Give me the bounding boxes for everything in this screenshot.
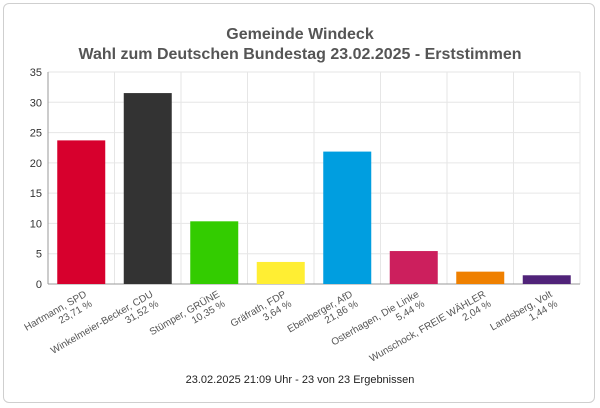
- y-tick-label: 10: [30, 218, 42, 230]
- x-tick-label: Gräfrath, FDP3,64 %: [229, 289, 294, 339]
- bar: [256, 261, 305, 284]
- chart-subtitle: Wahl zum Deutschen Bundestag 23.02.2025 …: [78, 46, 522, 63]
- bar: [323, 151, 372, 284]
- x-tick-label: Stümper, GRÜNE10,35 %: [147, 288, 227, 348]
- chart-footer: 23.02.2025 21:09 Uhr - 23 von 23 Ergebni…: [185, 374, 415, 386]
- bar: [456, 271, 505, 284]
- bar: [190, 221, 239, 284]
- y-tick-label: 35: [30, 67, 42, 79]
- y-tick-label: 5: [36, 249, 42, 261]
- chart-title: Gemeinde Windeck: [226, 26, 374, 43]
- x-tick-label-name: Wunschock, FREIE WÄHLER: [367, 288, 487, 364]
- y-tick-label: 0: [36, 279, 42, 291]
- x-tick-label: Landsberg, Volt1,44 %: [489, 289, 560, 343]
- bar: [389, 251, 438, 284]
- bar: [522, 275, 571, 284]
- y-tick-label: 25: [30, 128, 42, 140]
- bar: [57, 140, 106, 284]
- bar: [123, 93, 172, 284]
- y-tick-label: 30: [30, 97, 42, 109]
- y-tick-label: 15: [30, 188, 42, 200]
- x-tick-label: Wunschock, FREIE WÄHLER2,04 %: [367, 288, 493, 374]
- y-tick-label: 20: [30, 158, 42, 170]
